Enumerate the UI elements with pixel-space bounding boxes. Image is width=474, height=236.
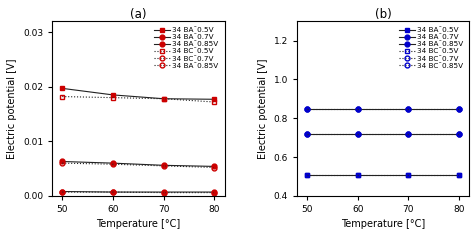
Line: 34 BA¯0.7V: 34 BA¯0.7V [60, 159, 217, 169]
34 BA¯0.85V [456, 107, 462, 110]
34 BA¯0.5V [406, 173, 411, 176]
Legend: 34 BA¯0.5V, 34 BA¯0.7V, 34 BA¯0.85V, 34 BC¯0.5V, 34 BC¯0.7V, 34 BA¯0.85V: 34 BA¯0.5V, 34 BA¯0.7V, 34 BA¯0.85V, 34 … [152, 25, 221, 71]
34 BC¯0.7V [304, 132, 310, 135]
Line: 34 BA¯0.85V: 34 BA¯0.85V [60, 189, 217, 194]
34 BA¯0.7V [161, 164, 166, 167]
34 BA¯0.7V [406, 132, 411, 135]
34 BC¯0.5V [355, 173, 361, 176]
34 BA¯0.85V [59, 191, 65, 194]
34 BC¯0.7V [406, 132, 411, 135]
X-axis label: Temperature [°C]: Temperature [°C] [96, 219, 181, 229]
34 BC¯0.85V [304, 107, 310, 110]
Line: 34 BC¯0.85V: 34 BC¯0.85V [305, 106, 462, 111]
34 BC¯0.5V [211, 101, 217, 103]
Y-axis label: Electric potential [V]: Electric potential [V] [8, 58, 18, 159]
34 BC¯0.5V [304, 173, 310, 176]
34 BC¯0.7V [110, 163, 116, 166]
34 BC¯0.5V [110, 96, 116, 99]
Line: 34 BA¯0.5V: 34 BA¯0.5V [305, 172, 462, 177]
34 BC¯0.5V [161, 97, 166, 100]
34 BC¯0.5V [456, 173, 462, 176]
34 BA¯0.5V [161, 97, 166, 100]
34 BC¯0.85V [406, 107, 411, 110]
34 BA¯0.7V [355, 132, 361, 135]
34 BA¯0.85V [110, 191, 116, 194]
34 BA¯0.7V [304, 132, 310, 135]
34 BC¯0.85V [355, 107, 361, 110]
34 BC¯0.85V [456, 107, 462, 110]
34 BA¯0.85V [304, 107, 310, 110]
Title: (b): (b) [375, 8, 392, 21]
34 BA¯0.5V [59, 87, 65, 90]
34 BC¯0.7V [59, 162, 65, 164]
34 BA¯0.5V [456, 173, 462, 176]
34 BC¯0.7V [211, 166, 217, 169]
34 BA¯0.7V [59, 160, 65, 163]
34 BC¯0.7V [355, 132, 361, 135]
Line: 34 BC¯0.7V: 34 BC¯0.7V [60, 161, 217, 170]
34 BC¯0.5V [59, 95, 65, 98]
Line: 34 BA¯0.85V: 34 BA¯0.85V [305, 106, 462, 111]
Line: 34 BA¯0.5V: 34 BA¯0.5V [60, 86, 217, 102]
34 BA¯0.5V [211, 98, 217, 101]
34 BA¯0.5V [110, 93, 116, 96]
Line: 34 BA¯0.85V: 34 BA¯0.85V [60, 190, 217, 195]
Y-axis label: Electric potential [V]: Electric potential [V] [258, 58, 268, 159]
34 BA¯0.85V [110, 191, 116, 194]
34 BC¯0.5V [406, 173, 411, 176]
34 BC¯0.7V [161, 164, 166, 167]
34 BA¯0.7V [456, 132, 462, 135]
Line: 34 BC¯0.5V: 34 BC¯0.5V [305, 172, 462, 177]
X-axis label: Temperature [°C]: Temperature [°C] [341, 219, 425, 229]
Line: 34 BA¯0.7V: 34 BA¯0.7V [305, 131, 462, 136]
34 BA¯0.5V [304, 173, 310, 176]
34 BA¯0.7V [211, 165, 217, 168]
Line: 34 BC¯0.7V: 34 BC¯0.7V [305, 131, 462, 136]
Title: (a): (a) [130, 8, 146, 21]
34 BA¯0.5V [355, 173, 361, 176]
34 BA¯0.85V [59, 190, 65, 193]
34 BA¯0.85V [161, 191, 166, 194]
Legend: 34 BA¯0.5V, 34 BA¯0.7V, 34 BA¯0.85V, 34 BC¯0.5V, 34 BC¯0.7V, 34 BC¯0.85V: 34 BA¯0.5V, 34 BA¯0.7V, 34 BA¯0.85V, 34 … [397, 25, 465, 71]
Line: 34 BC¯0.5V: 34 BC¯0.5V [60, 94, 217, 105]
34 BA¯0.85V [211, 191, 217, 194]
34 BC¯0.7V [456, 132, 462, 135]
34 BA¯0.85V [161, 191, 166, 194]
34 BA¯0.85V [355, 107, 361, 110]
34 BA¯0.85V [406, 107, 411, 110]
34 BA¯0.7V [110, 162, 116, 164]
34 BA¯0.85V [211, 191, 217, 194]
